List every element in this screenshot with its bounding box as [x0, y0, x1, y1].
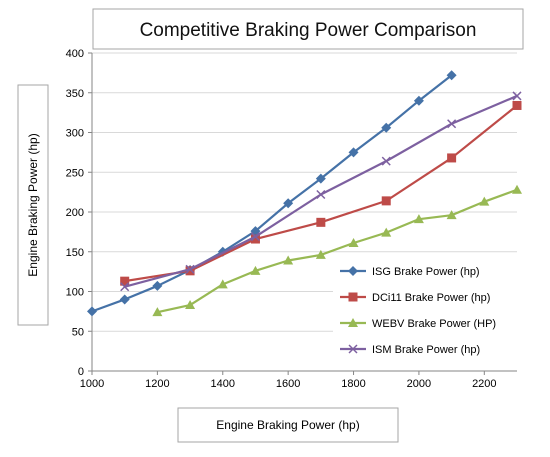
series-3 — [152, 184, 522, 317]
legend-label: WEBV Brake Power (HP) — [372, 318, 496, 330]
y-tick-label: 350 — [66, 88, 84, 100]
data-point — [152, 307, 163, 317]
x-axis-title: Engine Braking Power (hp) — [216, 418, 359, 432]
data-point — [512, 184, 522, 194]
data-point — [413, 95, 424, 106]
x-tick-label: 2200 — [472, 378, 496, 390]
data-point — [152, 280, 163, 291]
series-4 — [120, 91, 522, 292]
data-point — [413, 214, 424, 224]
data-point — [250, 232, 260, 242]
data-point — [315, 249, 326, 259]
data-point — [283, 198, 294, 209]
axes — [88, 52, 517, 375]
data-point — [120, 282, 130, 292]
data-point — [250, 265, 261, 275]
data-point — [348, 238, 359, 248]
legend-swatch-marker — [348, 292, 358, 302]
data-point — [512, 100, 522, 110]
data-point — [185, 300, 196, 310]
y-tick-label: 150 — [66, 247, 84, 259]
y-tick-label: 100 — [66, 287, 84, 299]
legend-swatch-marker — [348, 266, 358, 276]
x-tick-label: 2000 — [407, 378, 431, 390]
series-2 — [120, 100, 522, 286]
series-group — [87, 70, 522, 317]
x-tick-label: 1200 — [145, 378, 169, 390]
y-tick-label: 300 — [66, 128, 84, 140]
x-tick-labels: 1000 1200 1400 1600 1800 2000 2200 — [80, 378, 497, 390]
data-point — [120, 276, 130, 286]
x-tick-label: 1400 — [211, 378, 235, 390]
chart-title: Competitive Braking Power Comparison — [140, 20, 477, 41]
data-point — [283, 255, 294, 265]
x-tick-label: 1600 — [276, 378, 300, 390]
y-tick-label: 200 — [66, 207, 84, 219]
data-point — [446, 70, 457, 81]
y-axis-title-box — [17, 84, 49, 326]
series-line — [157, 188, 518, 314]
legend-entry: ISM Brake Power (hp) — [340, 344, 480, 356]
data-point — [185, 264, 195, 274]
legend-entry: DCi11 Brake Power (hp) — [340, 292, 490, 304]
x-axis-title-box — [177, 407, 399, 443]
data-point — [185, 266, 195, 276]
data-point — [250, 234, 260, 244]
legend-label: DCi11 Brake Power (hp) — [372, 292, 490, 304]
data-point — [119, 294, 130, 305]
y-tick-labels: 0 50 100 150 200 250 300 350 400 — [66, 48, 84, 378]
data-point — [315, 173, 326, 184]
y-tick-label: 0 — [78, 366, 84, 378]
x-tick-label: 1800 — [341, 378, 365, 390]
data-point — [381, 227, 392, 237]
legend-entry: WEBV Brake Power (HP) — [340, 318, 496, 330]
legend-label: ISM Brake Power (hp) — [372, 344, 480, 356]
legend-box — [333, 255, 517, 360]
y-tick-label: 400 — [66, 48, 84, 60]
y-tick-label: 50 — [72, 326, 84, 338]
y-tick-label: 250 — [66, 167, 84, 179]
data-point — [316, 217, 326, 227]
data-point — [381, 156, 391, 166]
data-point — [316, 189, 326, 200]
legend: ISG Brake Power (hp) DCi11 Brake Power (h… — [340, 266, 496, 356]
data-point — [447, 153, 457, 163]
data-point — [217, 279, 228, 289]
data-point — [447, 119, 457, 129]
data-point — [479, 196, 490, 206]
data-point — [348, 147, 359, 158]
x-tick-label: 1000 — [80, 378, 104, 390]
legend-entry: ISG Brake Power (hp) — [340, 266, 480, 278]
legend-swatch-marker — [348, 318, 358, 327]
data-point — [446, 210, 457, 220]
legend-swatch-marker — [348, 344, 358, 354]
title-box — [92, 8, 524, 50]
series-line — [91, 74, 453, 313]
data-point — [381, 196, 391, 206]
data-point — [87, 306, 97, 317]
data-point — [381, 122, 392, 133]
data-point — [512, 91, 522, 101]
legend-label: ISG Brake Power (hp) — [372, 266, 480, 278]
y-axis-title: Engine Braking Power (hp) — [26, 133, 40, 276]
